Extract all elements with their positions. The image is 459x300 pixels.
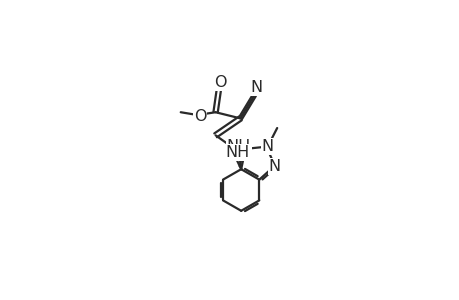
Text: N: N	[261, 139, 274, 154]
Text: N: N	[239, 141, 251, 156]
Text: NH: NH	[225, 145, 249, 160]
Text: NH: NH	[226, 139, 251, 154]
Text: N: N	[268, 159, 280, 174]
Text: O: O	[213, 76, 226, 91]
Text: N: N	[250, 80, 262, 95]
Text: O: O	[193, 109, 206, 124]
